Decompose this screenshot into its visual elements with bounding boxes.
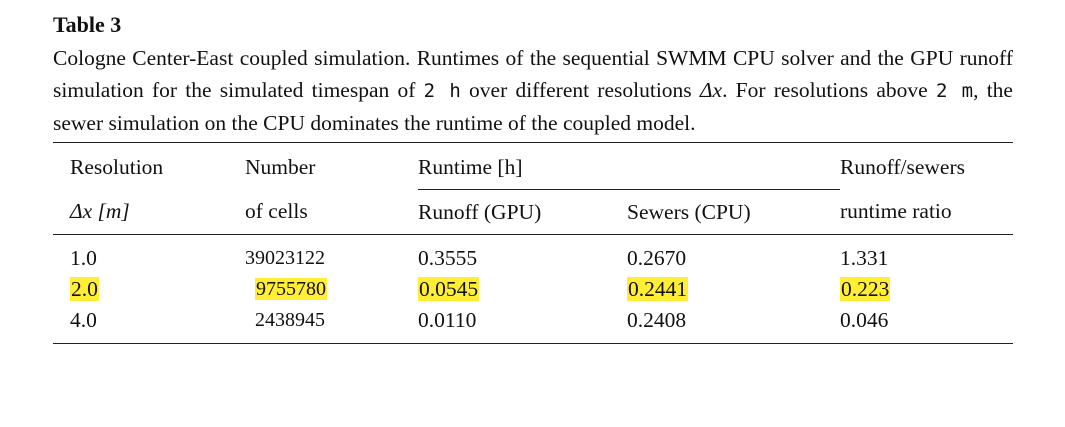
cell-ratio: 0.046 xyxy=(840,307,889,332)
table-row: 1.0 39023122 0.3555 0.2670 1.331 xyxy=(53,235,1013,274)
header-ratio-line2: runtime ratio xyxy=(840,199,952,224)
header-ratio-line1: Runoff/sewers xyxy=(840,154,966,179)
highlighted-resolution: 2.0 xyxy=(70,276,99,301)
cell-cells: 9755780 xyxy=(245,273,418,305)
cell-sewers: 0.2670 xyxy=(627,245,687,270)
header-runtime-group-span xyxy=(627,142,840,190)
header-runtime-group: Runtime [h] xyxy=(418,142,627,190)
table-row: 4.0 2438945 0.0110 0.2408 0.046 xyxy=(53,305,1013,344)
cell-sewers: 0.2408 xyxy=(627,307,687,332)
caption-part3: . For resolutions above xyxy=(722,78,936,102)
header-resolution: Resolution xyxy=(70,154,164,179)
cell-runoff: 0.0110 xyxy=(418,307,477,332)
highlighted-ratio: 0.223 xyxy=(840,276,891,301)
cell-resolution: 4.0 xyxy=(70,307,97,332)
highlighted-sewers: 0.2441 xyxy=(627,276,689,301)
highlighted-cells: 9755780 xyxy=(255,277,327,300)
header-row-2: Δx [m] of cells Runoff (GPU) Sewers (CPU… xyxy=(53,190,1013,235)
caption-part1: Cologne Center-East coupled simulation. … xyxy=(53,46,1013,102)
table-caption: Cologne Center-East coupled simulation. … xyxy=(53,42,1013,139)
caption-symbol: Δx xyxy=(699,78,723,102)
caption-threshold: 2 m xyxy=(935,80,974,102)
cell-cells: 39023122 xyxy=(245,246,325,269)
header-resolution-unit: Δx [m] xyxy=(53,190,245,235)
cell-cells: 2438945 xyxy=(245,305,418,344)
cell-cells-value: 2438945 xyxy=(255,308,325,331)
highlighted-runoff: 0.0545 xyxy=(418,276,480,301)
cell-sewers: 0.2441 xyxy=(627,273,840,305)
cell-ratio: 0.223 xyxy=(840,273,1013,305)
table-container: Table 3 Cologne Center-East coupled simu… xyxy=(53,10,1013,344)
cell-runoff: 0.0545 xyxy=(418,273,627,305)
cell-ratio: 1.331 xyxy=(840,245,889,270)
caption-timespan: 2 h xyxy=(423,80,461,102)
table-label: Table 3 xyxy=(53,12,122,37)
caption-part2: over different resolutions xyxy=(460,78,700,102)
cell-runoff: 0.3555 xyxy=(418,245,478,270)
header-sewers-cpu: Sewers (CPU) xyxy=(627,199,751,224)
cell-resolution: 2.0 xyxy=(53,273,245,305)
header-cells-line2: of cells xyxy=(245,199,308,224)
cell-resolution: 1.0 xyxy=(70,245,97,270)
header-row-1: Resolution Number Runtime [h] Runoff/sew… xyxy=(53,142,1013,190)
runtime-table: Resolution Number Runtime [h] Runoff/sew… xyxy=(53,142,1013,344)
caption-part4: , the sewer simulation on the CPU domina… xyxy=(53,78,1013,135)
header-cells-line1: Number xyxy=(245,154,316,179)
header-resolution-unit-text: Δx [m] xyxy=(70,199,130,224)
table-row-highlighted: 2.0 9755780 0.0545 0.2441 0.223 xyxy=(53,273,1013,305)
header-runoff-gpu: Runoff (GPU) xyxy=(418,199,542,224)
